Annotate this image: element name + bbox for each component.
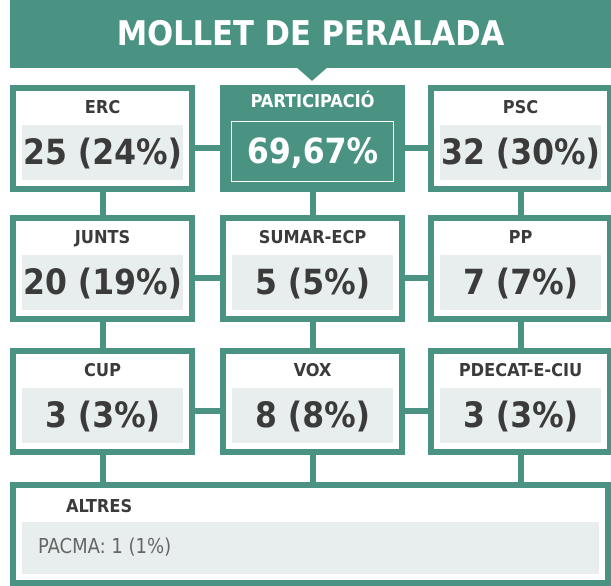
party-name: ERC [84,97,121,118]
party-box: PDECAT-E-CIU 3 (3%) [428,348,611,455]
party-box: CUP 3 (3%) [10,348,195,455]
party-result: 25 (24%) [22,125,183,180]
party-name: CUP [84,360,121,381]
party-box: PSC 32 (30%) [428,85,611,192]
party-name: VOX [293,360,332,381]
party-name: PP [508,227,533,248]
party-name: JUNTS [74,227,131,248]
title: MOLLET DE PERALADA [10,0,611,68]
participation-label: PARTICIPACIÓ [250,91,375,112]
party-result: 32 (30%) [440,125,601,180]
party-result: 8 (8%) [232,388,393,443]
party-result: 3 (3%) [440,388,601,443]
party-name: PSC [502,97,539,118]
party-box: ERC 25 (24%) [10,85,195,192]
participation-value: 69,67% [231,121,394,182]
party-result: 7 (7%) [440,255,601,310]
others-box: ALTRES PACMA: 1 (1%) [10,482,611,586]
others-panel: PACMA: 1 (1%) [22,522,599,574]
party-name: PDECAT-E-CIU [458,360,583,381]
others-item: PACMA: 1 (1%) [38,534,172,558]
party-box: PP 7 (7%) [428,215,611,322]
party-name: SUMAR-ECP [258,227,367,248]
party-result: 5 (5%) [232,255,393,310]
pointer [296,67,328,81]
party-box: SUMAR-ECP 5 (5%) [220,215,405,322]
others-label: ALTRES [66,496,133,517]
party-result: 3 (3%) [22,388,183,443]
participation-box: PARTICIPACIÓ 69,67% [220,85,405,192]
party-result: 20 (19%) [22,255,183,310]
party-box: JUNTS 20 (19%) [10,215,195,322]
party-box: VOX 8 (8%) [220,348,405,455]
